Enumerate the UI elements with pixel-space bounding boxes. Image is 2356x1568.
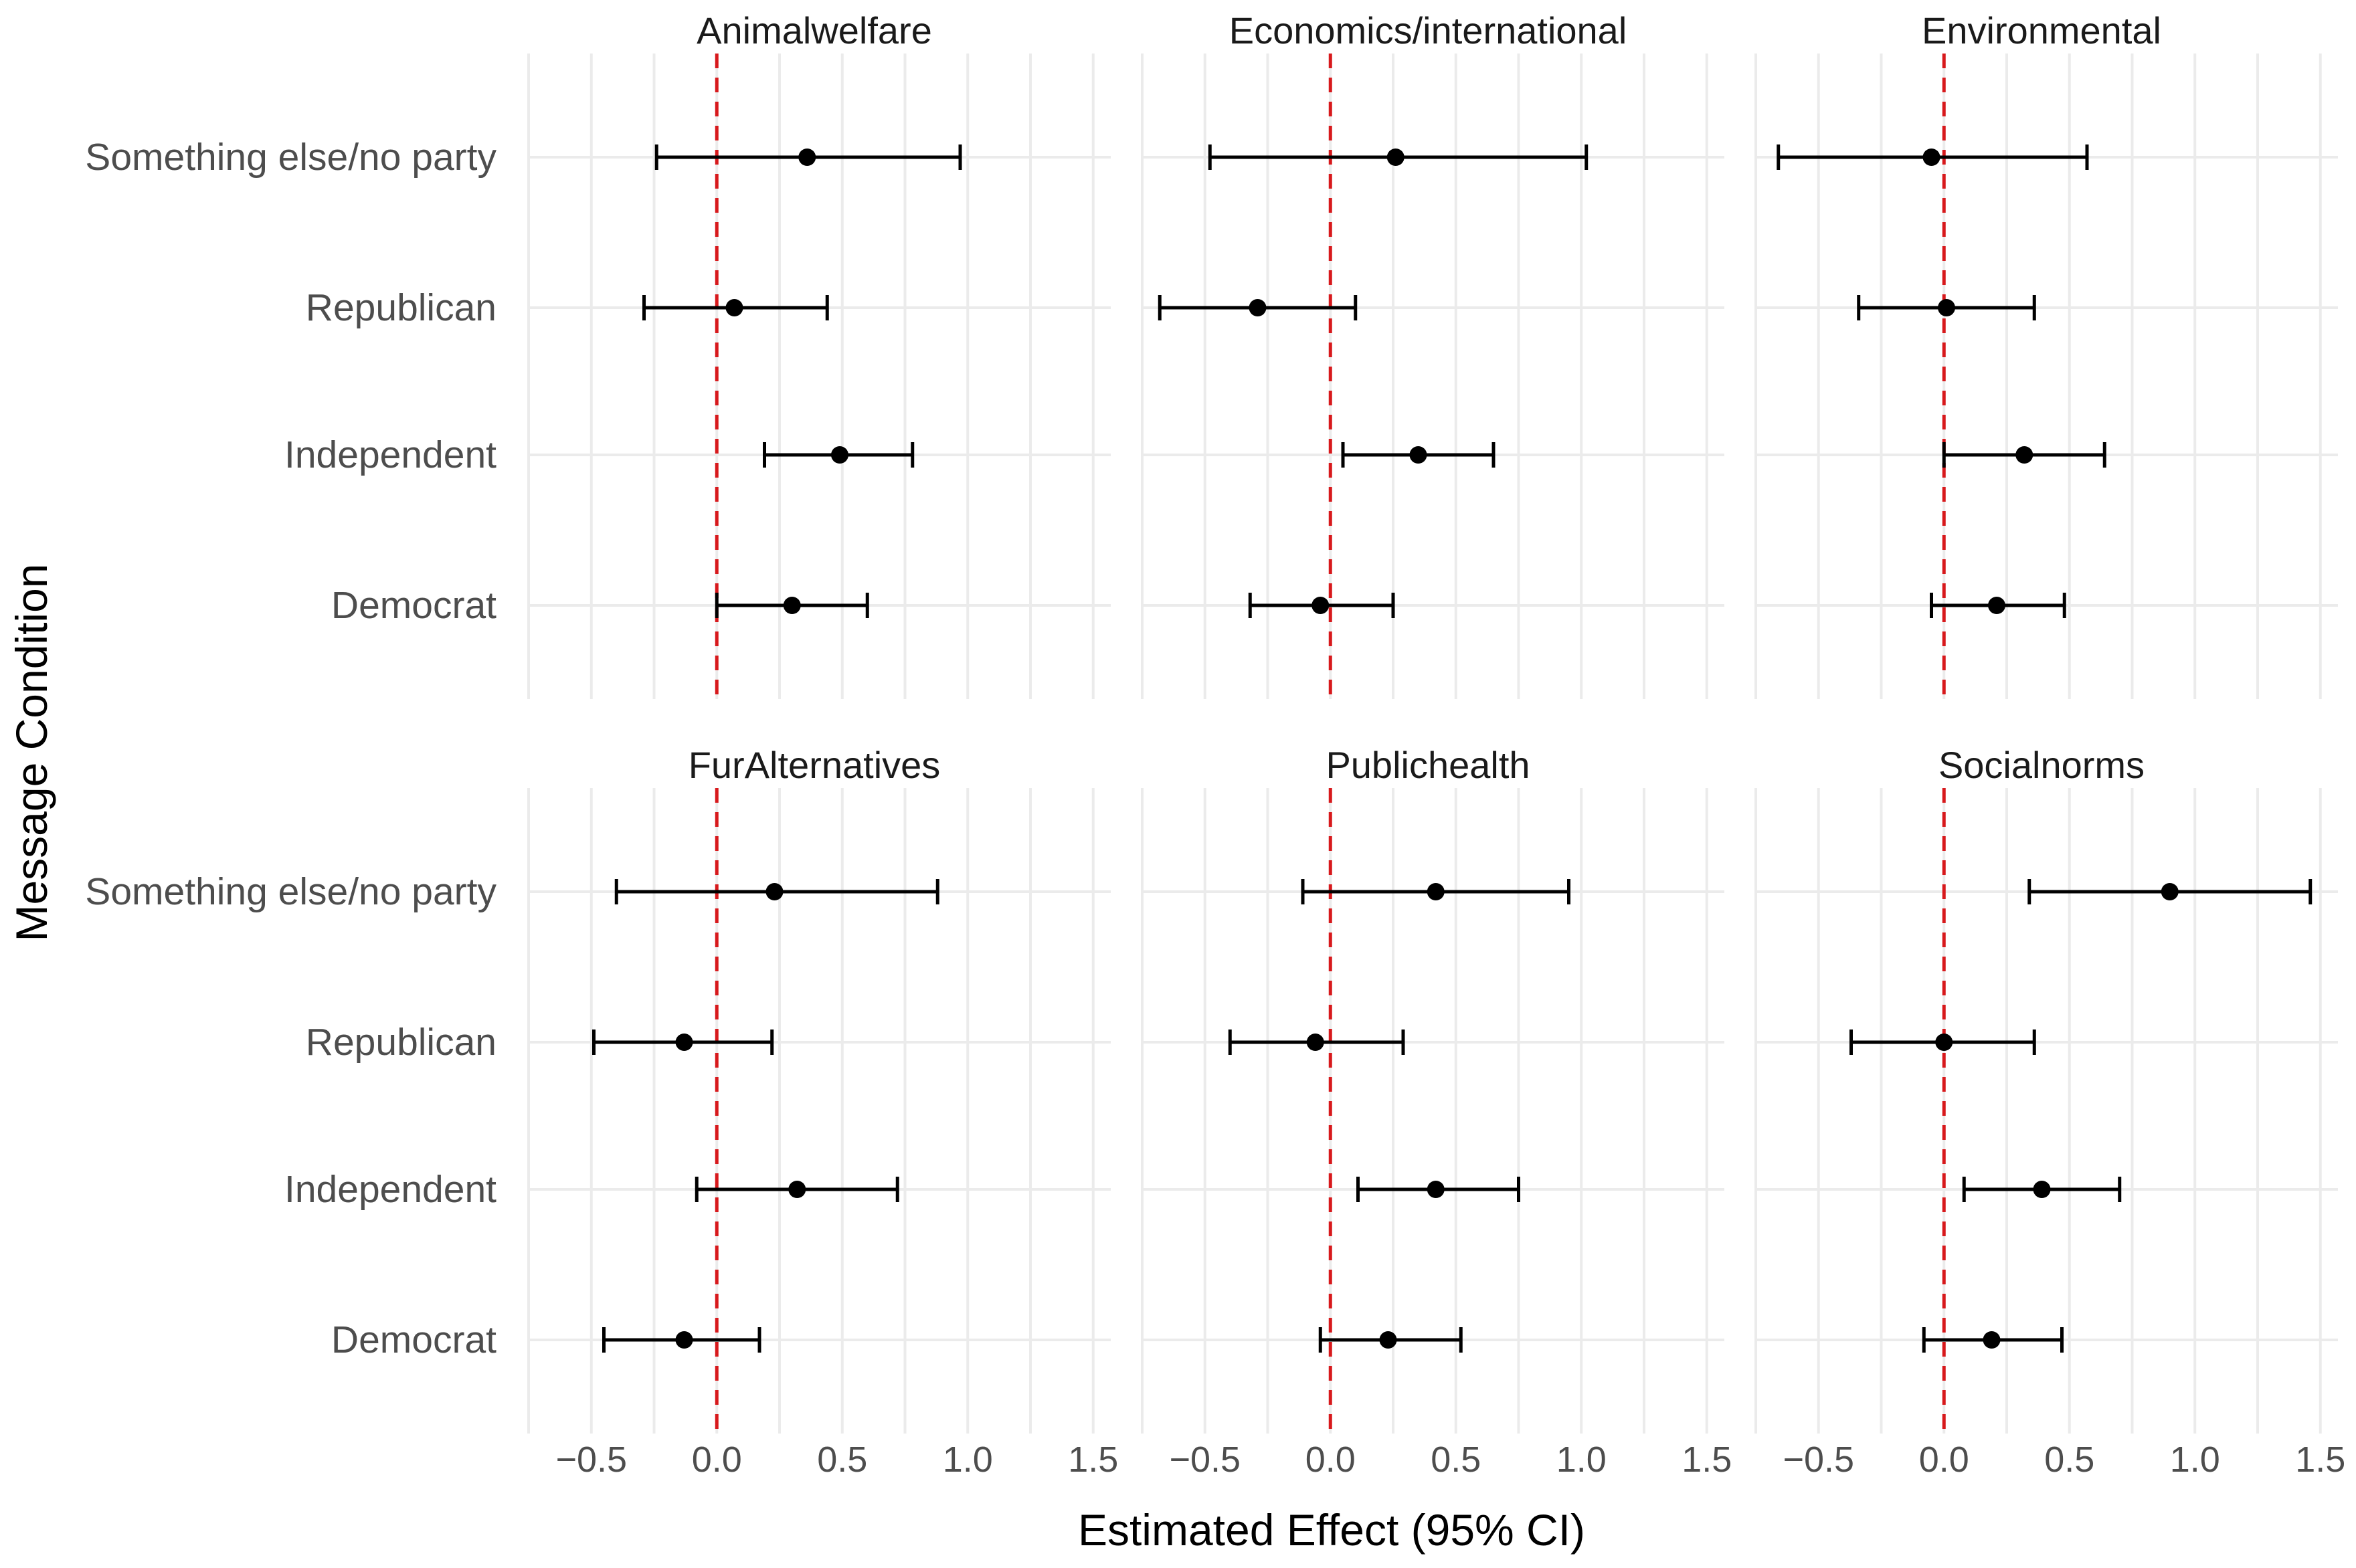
reference-line-layer (715, 54, 1946, 1434)
x-tick-label: 0.5 (1431, 1440, 1481, 1480)
estimate-point (1983, 1331, 2001, 1349)
estimate-point (1938, 299, 1955, 316)
estimate-point (783, 597, 801, 614)
x-tick-label: 1.0 (1556, 1440, 1607, 1480)
estimate-point (1306, 1034, 1324, 1051)
estimate-point (1249, 299, 1267, 316)
y-tick-label: Democrat (331, 1318, 496, 1361)
y-tick-label: Republican (306, 1021, 496, 1064)
x-tick-label: 1.5 (1068, 1440, 1118, 1480)
x-tick-label: 0.5 (2044, 1440, 2094, 1480)
estimate-point (2015, 446, 2033, 464)
facet-title: Animalwelfare (697, 9, 932, 52)
y-tick-label: Independent (284, 1168, 496, 1211)
text-layer: Estimated Effect (95% CI) Message Condit… (7, 9, 2345, 1555)
estimate-point (788, 1181, 806, 1198)
facet-title: FurAlternatives (689, 744, 941, 786)
estimate-point (1427, 1181, 1445, 1198)
facet-title: Publichealth (1326, 744, 1530, 786)
estimate-point (1311, 597, 1330, 614)
estimate-point (1922, 149, 1940, 166)
y-tick-label: Republican (306, 286, 496, 329)
y-tick-label: Independent (284, 433, 496, 476)
y-axis-title: Message Condition (7, 564, 56, 942)
estimate-point (1379, 1331, 1397, 1349)
x-tick-label: 1.0 (943, 1440, 993, 1480)
x-tick-label: 1.5 (2295, 1440, 2345, 1480)
y-tick-label: Something else/no party (85, 870, 496, 913)
x-tick-label: 0.5 (817, 1440, 867, 1480)
y-tick-label: Something else/no party (85, 136, 496, 179)
y-tick-label: Democrat (331, 584, 496, 627)
estimate-point (2161, 883, 2179, 900)
x-tick-label: 1.0 (2170, 1440, 2220, 1480)
facet-title: Socialnorms (1938, 744, 2145, 786)
estimate-point (2033, 1181, 2051, 1198)
x-tick-label: 0.0 (1305, 1440, 1356, 1480)
x-tick-label: −0.5 (1783, 1440, 1854, 1480)
x-tick-label: 0.0 (692, 1440, 742, 1480)
estimate-point (725, 299, 743, 316)
facet-title: Environmental (1922, 9, 2161, 52)
estimate-point (1386, 149, 1404, 166)
estimate-point (1427, 883, 1445, 900)
x-axis-title: Estimated Effect (95% CI) (1078, 1505, 1585, 1555)
estimate-point (798, 149, 816, 166)
marks-layer (592, 144, 2313, 1353)
estimate-point (1409, 446, 1427, 464)
x-tick-label: −0.5 (555, 1440, 627, 1480)
estimate-point (1935, 1034, 1953, 1051)
estimate-point (675, 1331, 693, 1349)
facet-title: Economics/international (1229, 9, 1627, 52)
x-tick-label: −0.5 (1169, 1440, 1241, 1480)
x-tick-label: 1.5 (1682, 1440, 1732, 1480)
x-tick-label: 0.0 (1919, 1440, 1969, 1480)
estimate-point (675, 1034, 693, 1051)
estimate-point (765, 883, 784, 900)
estimate-point (1988, 597, 2005, 614)
estimate-point (831, 446, 848, 464)
